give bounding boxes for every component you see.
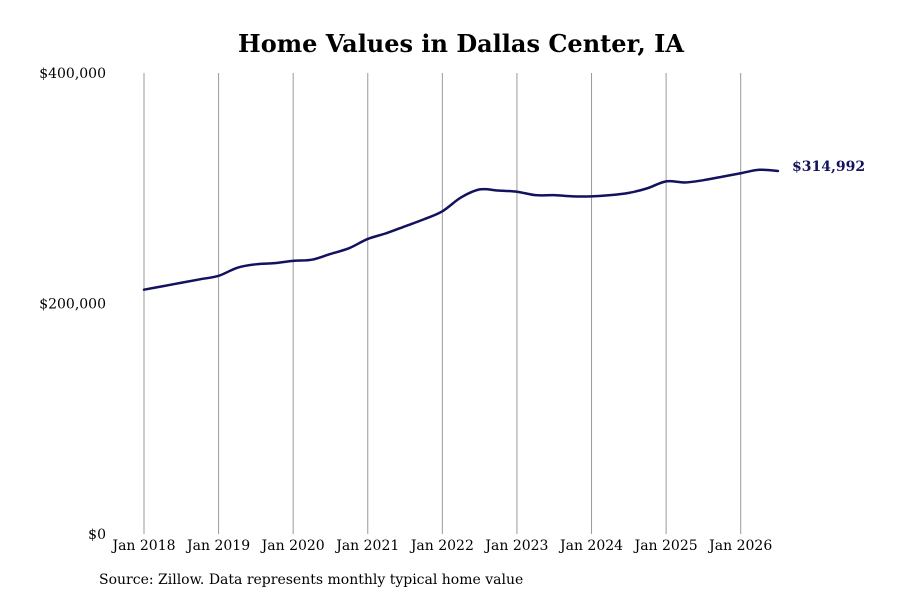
x-tick-label: Jan 2024: [558, 538, 623, 554]
x-tick-label: Jan 2022: [409, 538, 474, 554]
x-tick-label: Jan 2023: [483, 538, 548, 554]
y-axis: $0 $200,000 $400,000: [39, 66, 106, 543]
y-tick-label: $0: [88, 527, 106, 543]
x-tick-label: Jan 2021: [334, 538, 399, 554]
y-tick-label: $200,000: [39, 297, 106, 313]
last-value-label: $314,992: [792, 159, 865, 175]
source-note: Source: Zillow. Data represents monthly …: [99, 572, 524, 588]
x-tick-label: Jan 2018: [110, 538, 175, 554]
x-tick-label: Jan 2020: [260, 538, 325, 554]
x-tick-label: Jan 2019: [185, 538, 250, 554]
x-tick-label: Jan 2025: [633, 538, 698, 554]
series-group: [142, 168, 780, 291]
gridlines: [143, 73, 742, 534]
series-line: [142, 168, 780, 291]
x-axis: Jan 2018 Jan 2019 Jan 2020 Jan 2021 Jan 2022…: [110, 538, 772, 554]
y-tick-label: $400,000: [39, 66, 106, 82]
x-tick-label: Jan 2026: [707, 538, 772, 554]
chart-title: Home Values in Dallas Center, IA: [238, 29, 684, 58]
